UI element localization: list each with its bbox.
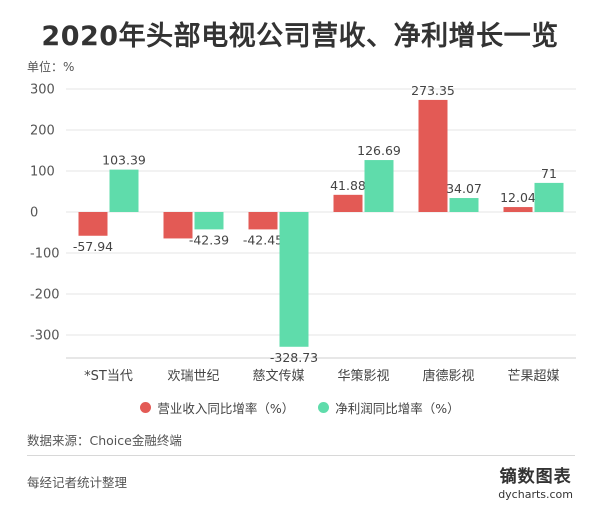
- divider: [27, 455, 575, 456]
- y-tick-label: 100: [30, 165, 55, 180]
- x-tick-label: 唐德影视: [422, 368, 474, 384]
- bar-revenue: [503, 207, 533, 212]
- data-label-profit: -42.39: [189, 232, 229, 247]
- legend-label-profit: 净利润同比增率（%）: [335, 401, 460, 416]
- bar-profit: [364, 160, 394, 212]
- data-label-revenue: 41.88: [330, 178, 366, 193]
- data-label-revenue: 273.35: [411, 83, 455, 98]
- x-tick-label: *ST当代: [84, 369, 133, 384]
- y-tick-label: -300: [30, 329, 60, 344]
- bar-profit: [449, 198, 479, 212]
- bar-chart: 300 200 100 0 -100 -200 -300 -57.94 103.39 *ST当代 -…: [30, 83, 576, 384]
- brand-logo: 镝数图表 dycharts.com: [498, 462, 573, 501]
- bar-profit: [109, 169, 139, 212]
- x-tick-label: 华策影视: [337, 368, 389, 384]
- data-label-profit: 34.07: [446, 181, 482, 196]
- y-tick-label: 200: [30, 124, 55, 139]
- data-label-revenue: -57.94: [73, 239, 113, 254]
- data-label-profit: -328.73: [270, 350, 318, 365]
- bar-revenue: [163, 212, 193, 239]
- chart-title: 2020年头部电视公司营收、净利增长一览: [41, 21, 559, 52]
- bar-profit: [534, 182, 564, 212]
- brand-name: 镝数图表: [499, 467, 572, 487]
- unit-label: 单位：%: [27, 60, 75, 74]
- legend-label-revenue: 营业收入同比增率（%）: [157, 401, 295, 416]
- legend: 营业收入同比增率（%） 净利润同比增率（%）: [0, 398, 600, 417]
- bar-profit: [279, 212, 309, 347]
- data-source: 数据来源：Choice金融终端: [27, 433, 182, 448]
- brand-url: dycharts.com: [498, 488, 573, 501]
- legend-item-profit: 净利润同比增率（%）: [318, 398, 460, 417]
- y-tick-label: 300: [30, 83, 55, 98]
- x-tick-label: 芒果超媒: [507, 368, 559, 384]
- footer-note: 每经记者统计整理: [27, 475, 128, 490]
- data-label-revenue: 12.04: [500, 190, 536, 205]
- legend-dot-profit: [318, 402, 330, 413]
- data-label-revenue: -42.45: [243, 232, 283, 247]
- data-label-profit: 126.69: [357, 143, 401, 158]
- data-label-profit: 71: [541, 166, 557, 181]
- x-tick-label: 慈文传媒: [252, 369, 304, 384]
- data-label-profit: 103.39: [102, 153, 146, 168]
- bar-revenue: [418, 99, 448, 212]
- bar-revenue: [78, 212, 108, 236]
- bar-profit: [194, 212, 224, 230]
- legend-dot-revenue: [140, 402, 152, 413]
- bar-revenue: [333, 194, 363, 212]
- x-tick-label: 欢瑞世纪: [167, 369, 219, 384]
- y-tick-label: -200: [30, 288, 60, 303]
- y-tick-label: -100: [30, 247, 60, 262]
- legend-item-revenue: 营业收入同比增率（%）: [140, 398, 294, 417]
- bar-revenue: [248, 212, 278, 230]
- y-tick-label: 0: [30, 206, 38, 221]
